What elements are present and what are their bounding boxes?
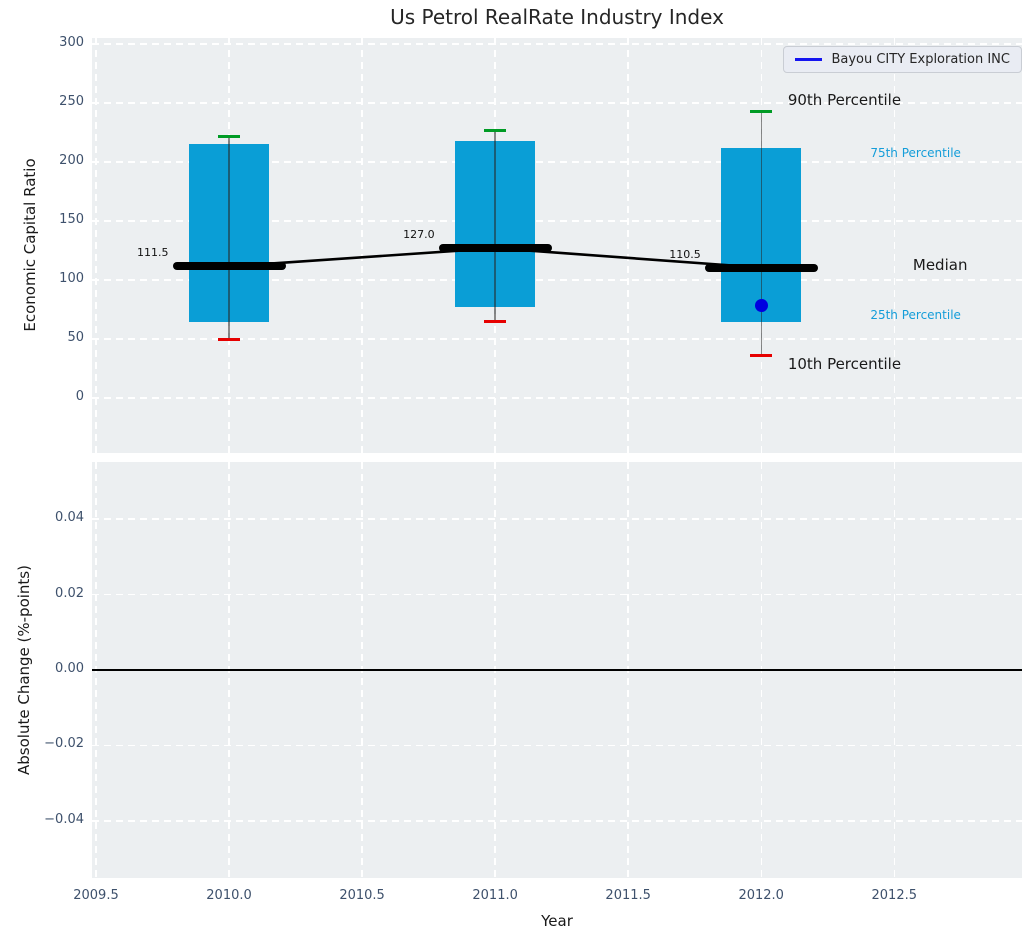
zero-change-line: [92, 669, 1022, 671]
y-tick-label: 200: [59, 153, 84, 169]
y-tick-label: 250: [59, 94, 84, 110]
gridline-horizontal: [92, 102, 1022, 104]
p10-cap-2010: [218, 337, 241, 341]
y-tick-label: −0.04: [44, 811, 84, 827]
whisker-line-2011: [494, 130, 496, 322]
gridline-horizontal: [92, 744, 1022, 747]
x-tick-label: 2010.0: [206, 888, 252, 903]
p90-cap-2010: [218, 134, 241, 138]
gridline-horizontal: [92, 593, 1022, 596]
median-segment-2012: [704, 263, 818, 272]
median-segment-2010: [172, 262, 286, 271]
gridline-horizontal: [92, 820, 1022, 822]
y-tick-label: 50: [67, 330, 84, 345]
median-value-label: 110.5: [669, 247, 701, 261]
legend: Bayou CITY Exploration INC: [783, 46, 1022, 73]
gridline-vertical: [627, 38, 629, 453]
gridline-horizontal: [92, 397, 1022, 399]
p10-cap-2012: [750, 354, 773, 358]
annotation-median: Median: [912, 255, 968, 274]
x-tick-label: 2009.5: [73, 888, 119, 903]
bottom-axes: [92, 462, 1022, 878]
x-axis-label: Year: [541, 912, 573, 930]
gridline-vertical: [95, 38, 97, 453]
y-tick-label: 0.00: [55, 661, 84, 676]
p90-cap-2012: [750, 109, 773, 113]
y-tick-label: 0.04: [55, 510, 84, 525]
annotation-75th-percentile: 75th Percentile: [870, 146, 961, 161]
median-value-label: 127.0: [403, 228, 435, 242]
x-tick-label: 2011.0: [472, 888, 518, 903]
y-tick-label: 0: [75, 389, 84, 404]
gridline-vertical: [893, 38, 895, 453]
chart-title: Us Petrol RealRate Industry Index: [390, 5, 724, 29]
gridline-horizontal: [92, 43, 1022, 45]
gridline-horizontal: [92, 279, 1022, 281]
x-tick-label: 2012.5: [871, 888, 918, 903]
gridline-horizontal: [92, 518, 1022, 520]
gridline-horizontal: [92, 338, 1022, 340]
x-tick-label: 2010.5: [339, 888, 385, 903]
gridline-horizontal: [92, 161, 1022, 163]
whisker-line-2010: [228, 136, 230, 339]
x-tick-label: 2012.0: [738, 888, 784, 903]
p90-cap-2011: [484, 128, 507, 132]
company-data-point: [754, 299, 768, 313]
y-tick-label: 300: [59, 35, 84, 51]
top-axes: 111.5 127.0 110.5 90th Percentile 75th Perce…: [92, 38, 1022, 453]
y-tick-label: −0.02: [44, 736, 84, 752]
gridline-horizontal: [92, 220, 1022, 222]
median-segment-2011: [438, 244, 552, 253]
y-tick-label: 0.02: [55, 585, 84, 601]
annotation-25th-percentile: 25th Percentile: [870, 308, 961, 323]
whisker-line-2012: [760, 111, 762, 356]
y-tick-label: 100: [59, 271, 84, 286]
x-tick-label: 2011.5: [605, 888, 651, 903]
annotation-90th-percentile: 90th Percentile: [787, 91, 902, 110]
gridline-vertical: [361, 38, 363, 453]
legend-line-icon: [795, 58, 823, 61]
p10-cap-2011: [484, 319, 507, 323]
y-tick-label: 150: [59, 212, 84, 227]
legend-label: Bayou CITY Exploration INC: [831, 52, 1010, 67]
annotation-10th-percentile: 10th Percentile: [787, 354, 902, 373]
top-y-axis-label: Economic Capital Ratio: [21, 158, 39, 332]
median-value-label: 111.5: [137, 246, 169, 260]
